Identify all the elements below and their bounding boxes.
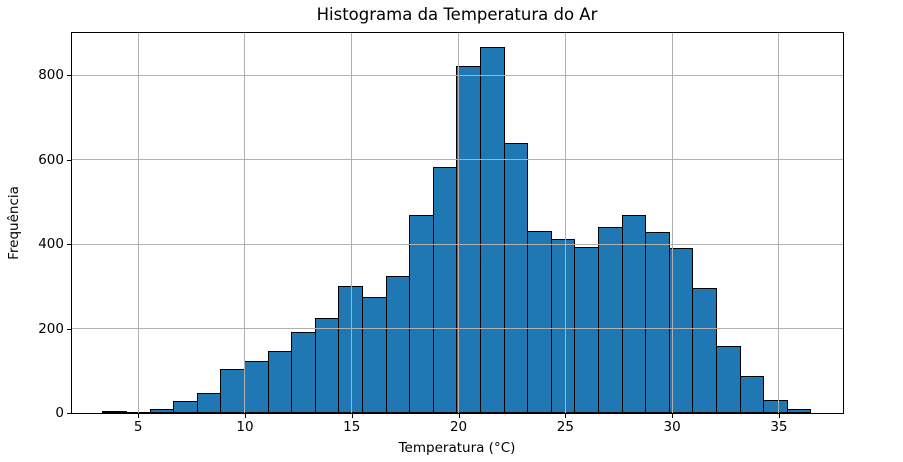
histogram-bar xyxy=(385,276,411,413)
histogram-bar xyxy=(432,166,458,413)
gridline-y-200 xyxy=(72,328,843,330)
histogram-bar xyxy=(220,369,245,413)
histogram-bar xyxy=(243,360,269,413)
x-tick-label-10: 10 xyxy=(236,419,254,435)
x-tick-label-25: 25 xyxy=(556,419,574,435)
gridline-x-35 xyxy=(778,33,780,413)
histogram-bar xyxy=(645,232,670,413)
x-tick-label-15: 15 xyxy=(343,419,361,435)
y-tick-mark-200 xyxy=(67,328,71,330)
x-tick-label-35: 35 xyxy=(770,419,788,435)
histogram-bar xyxy=(149,408,175,413)
x-tick-mark-10 xyxy=(244,414,246,418)
x-tick-mark-30 xyxy=(672,414,674,418)
x-tick-mark-5 xyxy=(138,414,140,418)
histogram-bar xyxy=(267,350,293,413)
histogram-bar xyxy=(574,247,600,413)
gridline-y-800 xyxy=(72,74,843,76)
chart-title: Histograma da Temperatura do Ar xyxy=(316,5,598,24)
gridline-y-600 xyxy=(72,159,843,161)
y-tick-label-200: 200 xyxy=(38,320,64,337)
gridline-x-5 xyxy=(137,33,139,413)
y-tick-label-800: 800 xyxy=(38,67,64,84)
x-tick-mark-25 xyxy=(565,414,567,418)
histogram-bar xyxy=(409,214,434,413)
y-axis-label: Frequência xyxy=(6,186,22,260)
gridline-x-15 xyxy=(351,33,353,413)
histogram-bar xyxy=(456,65,481,413)
y-tick-mark-400 xyxy=(67,244,71,246)
x-tick-label-5: 5 xyxy=(133,419,143,435)
histogram-bar xyxy=(314,318,340,413)
histogram-bar xyxy=(786,408,812,413)
y-tick-mark-800 xyxy=(67,75,71,77)
x-tick-mark-35 xyxy=(778,414,780,418)
x-tick-mark-20 xyxy=(458,414,460,418)
y-tick-label-0: 0 xyxy=(55,405,64,421)
histogram-bar xyxy=(338,286,364,413)
x-tick-mark-15 xyxy=(351,414,353,418)
plot-area xyxy=(71,32,844,414)
x-axis-label: Temperatura (°C) xyxy=(398,440,516,456)
histogram-bar xyxy=(692,288,717,413)
gridline-x-25 xyxy=(564,33,566,413)
gridline-y-400 xyxy=(72,243,843,245)
histogram-bar xyxy=(598,226,623,413)
histogram-bar xyxy=(503,143,529,413)
histogram-bar xyxy=(362,296,387,413)
histogram-bar xyxy=(739,376,765,413)
histogram-bar xyxy=(479,47,505,413)
gridline-x-30 xyxy=(671,33,673,413)
histogram-bar xyxy=(196,392,222,413)
histogram-bar xyxy=(173,401,198,413)
x-tick-label-30: 30 xyxy=(663,419,681,435)
histogram-bar xyxy=(715,346,741,413)
gridline-x-20 xyxy=(458,33,460,413)
y-tick-label-600: 600 xyxy=(38,151,64,168)
y-tick-mark-600 xyxy=(67,159,71,161)
y-tick-mark-0 xyxy=(67,413,71,414)
histogram-bar xyxy=(763,400,788,413)
gridline-x-10 xyxy=(244,33,246,413)
histogram-bar xyxy=(102,410,128,413)
y-tick-label-400: 400 xyxy=(38,236,64,253)
histogram-bar xyxy=(291,331,316,413)
histogram-bar xyxy=(527,230,552,413)
x-tick-label-20: 20 xyxy=(449,419,468,435)
histogram-bar xyxy=(550,238,576,413)
